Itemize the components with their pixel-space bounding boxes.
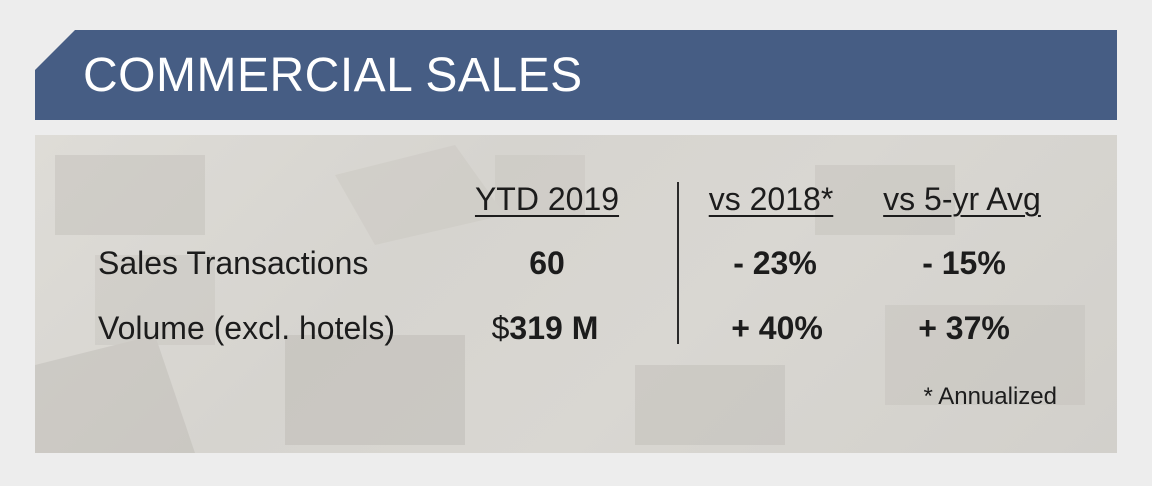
sales-transactions-vs-2018: - 23% bbox=[733, 245, 817, 281]
annualized-footnote: * Annualized bbox=[923, 383, 1057, 410]
sales-transactions-ytd: 60 bbox=[529, 245, 565, 281]
volume-ytd: $319 M bbox=[492, 310, 599, 347]
sales-transactions-vs-5yr: - 15% bbox=[922, 245, 1006, 281]
header-vs-2018: vs 2018* bbox=[708, 181, 834, 217]
volume-vs-2018: + 40% bbox=[731, 310, 823, 346]
header-ytd-2019: YTD 2019 bbox=[474, 181, 620, 217]
stats-panel: YTD 2019 vs 2018* vs 5-yr Avg Sales Tran… bbox=[35, 135, 1117, 453]
column-divider bbox=[677, 182, 679, 344]
volume-ytd-value: 319 M bbox=[509, 310, 599, 346]
title-banner: COMMERCIAL SALES bbox=[35, 30, 1117, 120]
volume-vs-5yr: + 37% bbox=[918, 310, 1010, 346]
header-vs-5yr-avg: vs 5-yr Avg bbox=[883, 181, 1041, 217]
row-label-sales-transactions: Sales Transactions bbox=[98, 245, 369, 281]
row-label-volume: Volume (excl. hotels) bbox=[98, 310, 396, 346]
currency-symbol: $ bbox=[491, 310, 510, 346]
page-title: COMMERCIAL SALES bbox=[83, 49, 583, 102]
aerial-photo-background bbox=[35, 145, 1085, 453]
